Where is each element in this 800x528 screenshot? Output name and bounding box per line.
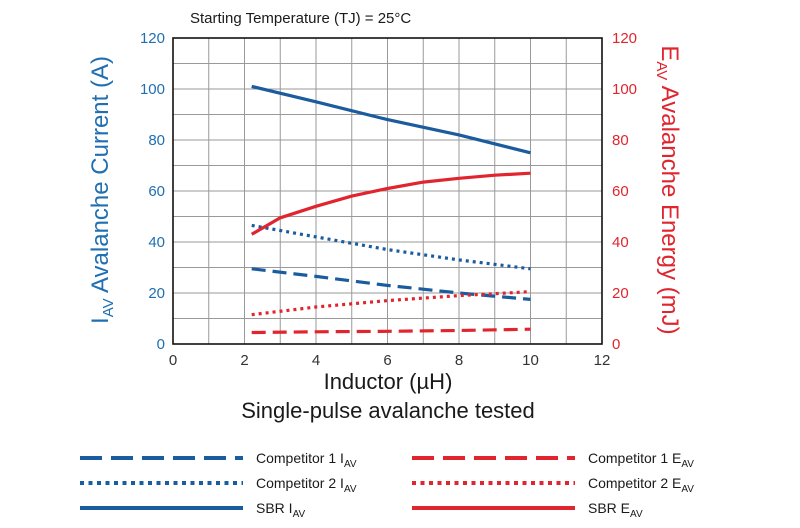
x-tick-label: 2 <box>240 352 248 369</box>
right-axis-label: EAV Avalanche Energy (mJ) <box>653 45 683 334</box>
series-line-competitor-1-iav <box>251 267 531 301</box>
x-tick-label: 12 <box>594 352 611 369</box>
left-tick-label: 20 <box>148 285 165 302</box>
chart-title: Starting Temperature (TJ) = 25°C <box>190 10 411 27</box>
series-layer <box>250 84 531 335</box>
legend-label: SBR EAV <box>588 500 643 520</box>
left-tick-label: 100 <box>140 81 165 98</box>
left-tick-label: 120 <box>140 30 165 47</box>
series-line-sbr-iav <box>251 84 531 155</box>
right-tick-label: 120 <box>612 30 637 47</box>
legend-label: Competitor 2 EAV <box>588 475 694 495</box>
x-tick-label: 8 <box>455 352 463 369</box>
x-axis-ticks: 0 2 4 6 8 10 12 <box>169 352 611 369</box>
legend-label: Competitor 1 IAV <box>256 450 357 470</box>
legend-label: Competitor 1 EAV <box>588 450 694 470</box>
left-tick-label: 80 <box>148 132 165 149</box>
x-tick-label: 4 <box>312 352 320 369</box>
right-tick-label: 20 <box>612 285 629 302</box>
right-tick-label: 60 <box>612 183 629 200</box>
left-tick-label: 60 <box>148 183 165 200</box>
series-line-competitor-2-iav <box>251 223 531 271</box>
right-tick-label: 100 <box>612 81 637 98</box>
right-tick-label: 40 <box>612 234 629 251</box>
series-line-competitor-1-eav <box>251 327 531 335</box>
x-tick-label: 6 <box>383 352 391 369</box>
x-axis-label: Inductor (µH) <box>324 369 453 394</box>
left-axis-ticks: 0 20 40 60 80 100 120 <box>140 30 165 353</box>
legend-label: Competitor 2 IAV <box>256 475 357 495</box>
right-axis-ticks: 0 20 40 60 80 100 120 <box>612 30 637 353</box>
right-tick-label: 0 <box>612 336 620 353</box>
plot-frame <box>172 37 603 345</box>
series-line-competitor-2-eav <box>251 290 531 317</box>
legend: Competitor 1 IAV Competitor 1 EAV Competit… <box>80 450 694 520</box>
x-tick-label: 0 <box>169 352 177 369</box>
right-tick-label: 80 <box>612 132 629 149</box>
chart-subtitle: Single-pulse avalanche tested <box>241 398 535 423</box>
plot-grid <box>173 38 602 344</box>
x-tick-label: 10 <box>522 352 539 369</box>
left-axis-label: IAV Avalanche Current (A) <box>87 56 117 324</box>
left-tick-label: 40 <box>148 234 165 251</box>
series-line-sbr-eav <box>250 171 531 236</box>
left-tick-label: 0 <box>157 336 165 353</box>
legend-label: SBR IAV <box>256 500 306 520</box>
